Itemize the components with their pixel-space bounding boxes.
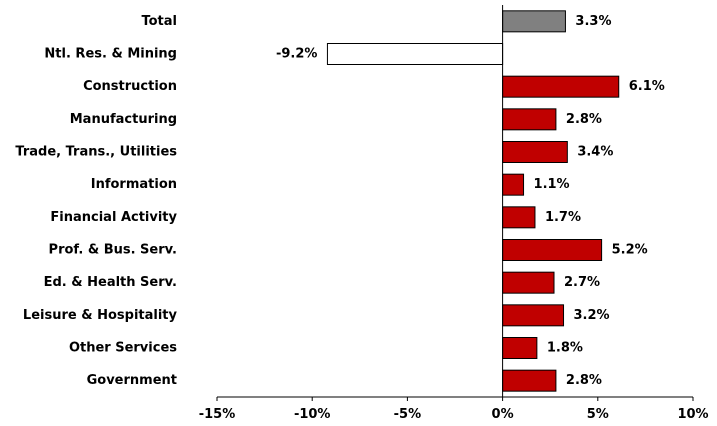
- value-labels-group: 3.3% -9.2% 6.1% 2.8% 3.4% 1.1% 1.7% 5.2% 2.7% 3.2…: [276, 14, 665, 388]
- bar-10: [502, 337, 538, 359]
- value-label-7: 5.2%: [612, 243, 648, 258]
- x-tick-label-4: 5%: [587, 407, 609, 422]
- bar-9: [502, 304, 565, 327]
- category-label-10: Other Services: [69, 341, 177, 356]
- category-label-7: Prof. & Bus. Serv.: [49, 243, 177, 258]
- x-tick-label-3: 0%: [492, 407, 514, 422]
- value-label-9: 3.2%: [574, 308, 610, 323]
- category-label-5: Information: [91, 177, 177, 192]
- value-label-10: 1.8%: [547, 341, 583, 356]
- value-label-1: -9.2%: [276, 47, 317, 62]
- bar-1: [326, 43, 504, 65]
- value-label-11: 2.8%: [566, 373, 602, 388]
- value-label-5: 1.1%: [534, 177, 570, 192]
- bar-6: [502, 206, 536, 229]
- category-label-11: Government: [87, 373, 177, 388]
- bar-2: [502, 75, 620, 98]
- category-label-1: Ntl. Res. & Mining: [44, 47, 177, 62]
- x-tick-label-2: -5%: [394, 407, 421, 422]
- x-tick-label-5: 10%: [677, 407, 708, 422]
- bar-0: [502, 10, 566, 33]
- value-label-4: 3.4%: [577, 145, 613, 160]
- bar-5: [502, 173, 525, 196]
- category-label-2: Construction: [83, 79, 177, 94]
- category-label-8: Ed. & Health Serv.: [44, 275, 177, 290]
- value-label-3: 2.8%: [566, 112, 602, 127]
- x-axis-ticks-group: -15% -10% -5% 0% 5% 10%: [199, 397, 709, 422]
- bar-7: [502, 239, 603, 261]
- x-tick-label-0: -15%: [199, 407, 236, 422]
- category-label-4: Trade, Trans., Utilities: [15, 145, 177, 160]
- bar-3: [502, 108, 557, 131]
- value-label-0: 3.3%: [575, 14, 611, 29]
- value-label-6: 1.7%: [545, 210, 581, 225]
- bars-group: [326, 10, 620, 392]
- category-label-0: Total: [141, 14, 177, 29]
- category-labels-group: Total Ntl. Res. & Mining Construction Manuf…: [15, 14, 177, 388]
- x-tick-label-1: -10%: [294, 407, 331, 422]
- category-label-9: Leisure & Hospitality: [23, 308, 178, 323]
- value-label-8: 2.7%: [564, 275, 600, 290]
- value-label-2: 6.1%: [629, 79, 665, 94]
- category-label-6: Financial Activity: [50, 210, 177, 225]
- bar-11: [502, 369, 557, 392]
- bar-4: [502, 141, 568, 163]
- category-label-3: Manufacturing: [70, 112, 177, 127]
- bar-8: [502, 271, 555, 294]
